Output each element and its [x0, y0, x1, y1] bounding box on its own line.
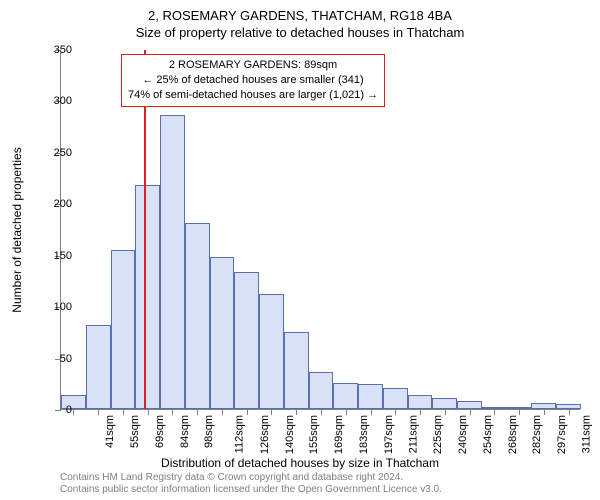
- x-tick: [247, 409, 248, 415]
- y-tick-label: 0: [32, 404, 72, 416]
- x-tick-label: 197sqm: [383, 415, 395, 454]
- histogram-bar: [333, 383, 358, 409]
- x-tick: [222, 409, 223, 415]
- plot-inner: 41sqm55sqm69sqm84sqm98sqm112sqm126sqm140…: [60, 50, 580, 410]
- histogram-bar: [408, 395, 433, 409]
- x-tick-label: 112sqm: [234, 415, 246, 453]
- histogram-bar: [432, 398, 457, 409]
- info-box-line1: 2 ROSEMARY GARDENS: 89sqm: [128, 58, 378, 73]
- x-tick-label: 84sqm: [179, 415, 191, 448]
- x-tick: [420, 409, 421, 415]
- x-tick-label: 240sqm: [457, 415, 469, 454]
- x-tick: [172, 409, 173, 415]
- y-tick-label: 250: [32, 147, 72, 159]
- x-tick: [296, 409, 297, 415]
- x-tick: [569, 409, 570, 415]
- x-tick-label: 254sqm: [482, 415, 494, 454]
- x-tick: [371, 409, 372, 415]
- x-tick-label: 69sqm: [154, 415, 166, 448]
- histogram-bar: [111, 250, 136, 409]
- x-tick: [197, 409, 198, 415]
- x-tick: [73, 409, 74, 415]
- x-tick: [98, 409, 99, 415]
- x-tick-label: 140sqm: [284, 415, 296, 454]
- histogram-bar: [210, 257, 235, 409]
- chart-container: 2, ROSEMARY GARDENS, THATCHAM, RG18 4BA …: [0, 0, 600, 500]
- info-box-line2: ← 25% of detached houses are smaller (34…: [128, 73, 378, 88]
- x-tick: [271, 409, 272, 415]
- footer-attribution: Contains HM Land Registry data © Crown c…: [60, 472, 442, 496]
- x-tick-label: 225sqm: [432, 415, 444, 454]
- x-tick-label: 268sqm: [507, 415, 519, 454]
- y-tick-label: 50: [32, 353, 72, 365]
- histogram-bar: [259, 294, 284, 409]
- histogram-bar: [135, 185, 160, 409]
- y-tick-label: 150: [32, 250, 72, 262]
- histogram-bar: [284, 332, 309, 409]
- histogram-bar: [309, 372, 334, 409]
- property-info-box: 2 ROSEMARY GARDENS: 89sqm← 25% of detach…: [121, 54, 385, 107]
- x-tick: [445, 409, 446, 415]
- chart-title-sub: Size of property relative to detached ho…: [0, 23, 600, 40]
- x-tick-label: 41sqm: [104, 415, 116, 448]
- x-tick: [544, 409, 545, 415]
- histogram-bar: [86, 325, 111, 409]
- chart-title-address: 2, ROSEMARY GARDENS, THATCHAM, RG18 4BA: [0, 0, 600, 23]
- x-tick: [519, 409, 520, 415]
- histogram-bar: [358, 384, 383, 409]
- x-tick-label: 169sqm: [333, 415, 345, 454]
- y-tick-label: 200: [32, 198, 72, 210]
- histogram-bar: [234, 272, 259, 409]
- x-tick-label: 155sqm: [309, 415, 321, 454]
- y-tick-label: 100: [32, 301, 72, 313]
- footer-line1: Contains HM Land Registry data © Crown c…: [60, 472, 442, 484]
- x-axis-label: Distribution of detached houses by size …: [0, 456, 600, 470]
- x-tick-label: 297sqm: [556, 415, 568, 454]
- x-tick-label: 311sqm: [580, 415, 592, 453]
- plot-area: 41sqm55sqm69sqm84sqm98sqm112sqm126sqm140…: [60, 50, 580, 410]
- histogram-bar: [185, 223, 210, 409]
- x-tick: [148, 409, 149, 415]
- x-tick: [494, 409, 495, 415]
- x-tick: [470, 409, 471, 415]
- info-box-line3: 74% of semi-detached houses are larger (…: [128, 88, 378, 103]
- x-tick: [346, 409, 347, 415]
- x-tick-label: 55sqm: [129, 415, 141, 448]
- x-tick: [395, 409, 396, 415]
- x-tick-label: 211sqm: [407, 415, 419, 453]
- x-tick-label: 183sqm: [358, 415, 370, 454]
- x-tick-label: 98sqm: [203, 415, 215, 448]
- footer-line2: Contains public sector information licen…: [60, 484, 442, 496]
- x-tick-label: 126sqm: [259, 415, 271, 454]
- y-tick-label: 350: [32, 44, 72, 56]
- x-tick-label: 282sqm: [531, 415, 543, 454]
- x-tick: [321, 409, 322, 415]
- histogram-bar: [457, 401, 482, 409]
- histogram-bar: [160, 115, 185, 409]
- y-axis-label: Number of detached properties: [10, 147, 24, 312]
- histogram-bar: [383, 388, 408, 409]
- x-tick: [123, 409, 124, 415]
- y-tick-label: 300: [32, 95, 72, 107]
